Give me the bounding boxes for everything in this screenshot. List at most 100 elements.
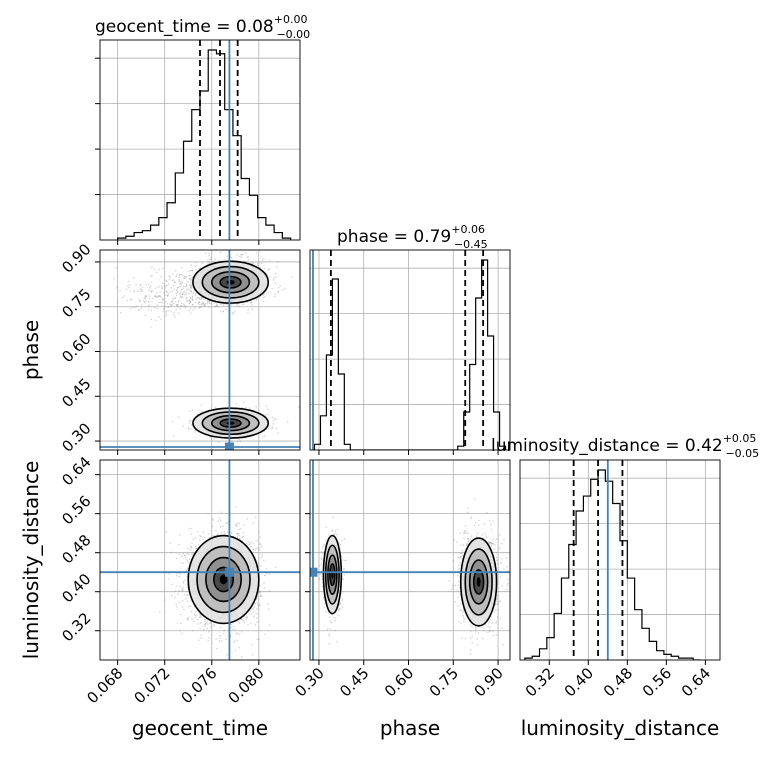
scatter-point <box>150 290 153 293</box>
scatter-point <box>178 575 181 578</box>
scatter-point <box>160 275 162 278</box>
scatter-point <box>238 646 240 649</box>
scatter-point <box>245 542 248 545</box>
scatter-point <box>332 516 335 519</box>
scatter-point <box>194 265 196 268</box>
x-tick-label: 0.068 <box>83 664 126 707</box>
scatter-point <box>190 269 192 272</box>
scatter-point <box>181 293 184 295</box>
scatter-point <box>262 257 265 260</box>
scatter-point <box>271 426 274 429</box>
scatter-point <box>178 543 180 546</box>
scatter-point <box>322 545 325 548</box>
scatter-point <box>139 284 142 286</box>
scatter-point <box>277 432 280 434</box>
scatter-point <box>196 530 199 533</box>
grid <box>310 250 510 450</box>
scatter-point <box>188 309 190 312</box>
panel-content <box>310 460 510 660</box>
x-tick-label: 0.080 <box>225 664 268 707</box>
panel-geocent_time-geocent_time <box>95 39 301 245</box>
scatter-point <box>271 287 273 290</box>
scatter-point <box>243 260 246 263</box>
scatter-point <box>259 266 261 269</box>
scatter-point <box>275 276 277 279</box>
scatter-point <box>267 608 270 610</box>
scatter-point <box>176 288 178 291</box>
scatter-point <box>204 302 207 305</box>
scatter-point <box>341 599 343 602</box>
scatter-point <box>189 274 191 277</box>
scatter-point <box>175 585 178 587</box>
scatter-point <box>240 630 243 633</box>
scatter-point <box>272 419 275 422</box>
scatter-point <box>263 587 266 589</box>
scatter-point <box>252 542 255 545</box>
scatter-point <box>189 296 192 299</box>
truth-marker <box>224 567 234 577</box>
scatter-point <box>217 520 220 522</box>
scatter-point <box>175 303 178 306</box>
scatter-point <box>194 430 196 433</box>
scatter-point <box>167 310 169 312</box>
scatter-point <box>247 623 249 626</box>
scatter-point <box>198 297 200 299</box>
scatter-point <box>171 420 174 423</box>
scatter-point <box>119 311 122 314</box>
scatter-point <box>125 288 128 290</box>
scatter-point <box>188 302 191 305</box>
scatter-point <box>256 539 258 542</box>
y-tick-label: 0.60 <box>58 330 94 366</box>
scatter-point <box>178 278 180 281</box>
scatter-point <box>238 255 241 258</box>
scatter-point <box>197 639 200 641</box>
scatter-point <box>201 411 203 413</box>
scatter-point <box>343 538 346 540</box>
scatter-point <box>184 286 187 288</box>
scatter-point <box>134 306 136 309</box>
scatter-point <box>133 291 135 294</box>
scatter-point <box>216 304 218 307</box>
scatter-point <box>220 511 222 513</box>
scatter-point <box>156 304 158 306</box>
scatter-point <box>140 290 142 293</box>
scatter-point <box>183 294 186 296</box>
scatter-point <box>260 594 262 596</box>
scatter-point <box>338 604 341 606</box>
scatter-point <box>335 533 338 536</box>
scatter-point <box>230 623 233 626</box>
scatter-point <box>190 533 193 535</box>
scatter-point <box>226 531 229 533</box>
scatter-point <box>217 441 220 443</box>
scatter-point <box>143 296 146 299</box>
scatter-point <box>185 596 188 599</box>
scatter-point <box>261 259 264 262</box>
scatter-point <box>165 285 167 287</box>
scatter-point <box>172 297 175 300</box>
scatter-point <box>322 552 325 555</box>
scatter-point <box>328 633 330 635</box>
scatter-point <box>275 427 278 430</box>
scatter-point <box>276 260 279 263</box>
scatter-point <box>182 589 184 591</box>
scatter-point <box>234 649 237 652</box>
scatter-point <box>322 551 324 553</box>
scatter-point <box>341 592 343 595</box>
scatter-point <box>119 289 121 292</box>
scatter-point <box>207 639 210 642</box>
scatter-point <box>201 303 204 305</box>
scatter-point <box>253 611 255 613</box>
scatter-point <box>200 616 203 619</box>
scatter-point <box>216 303 218 305</box>
scatter-point <box>189 300 191 303</box>
scatter-point <box>151 274 153 277</box>
scatter-point <box>151 300 153 303</box>
y-tick-label: 0.48 <box>58 531 94 567</box>
scatter-point <box>203 303 206 306</box>
scatter-point <box>240 527 242 530</box>
scatter-point <box>215 305 217 307</box>
scatter-point <box>165 279 167 282</box>
scatter-point <box>277 291 280 294</box>
scatter-point <box>137 290 139 293</box>
scatter-point <box>267 413 270 415</box>
